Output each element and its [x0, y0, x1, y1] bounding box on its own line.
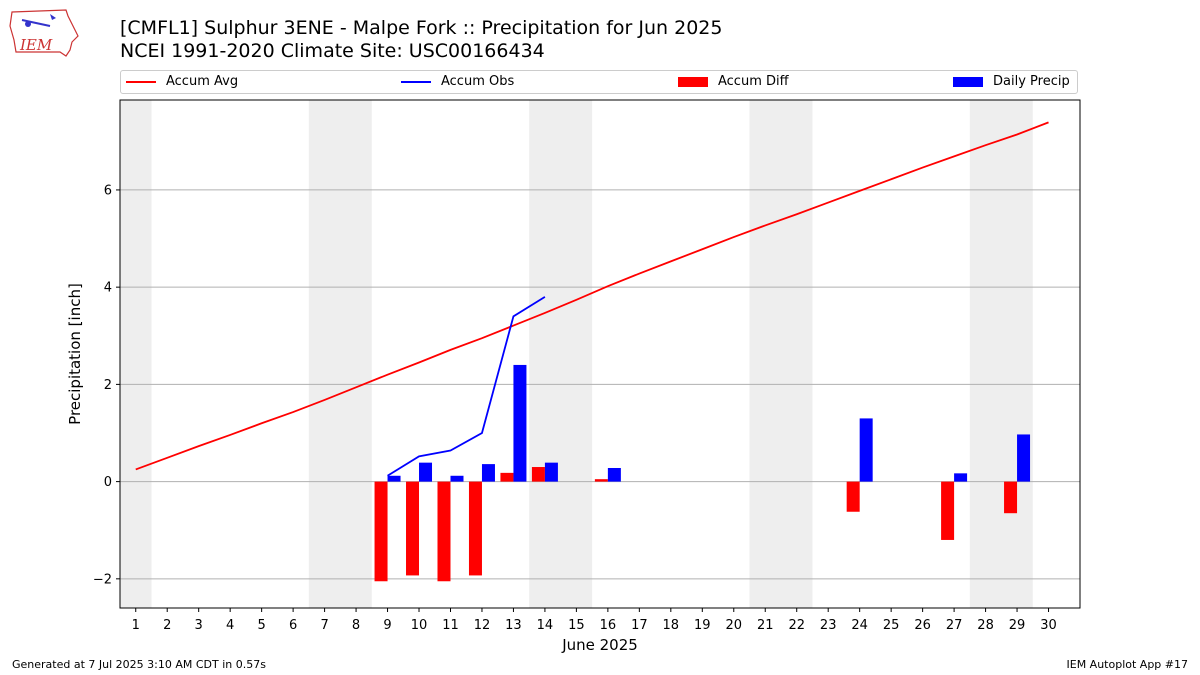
legend-label: Accum Obs — [441, 74, 515, 89]
y-tick-label: −2 — [93, 572, 112, 587]
x-tick-label: 24 — [851, 618, 868, 633]
x-tick-label: 4 — [226, 618, 234, 633]
y-tick-label: 6 — [104, 183, 112, 198]
plot-frame — [119, 99, 1081, 609]
weekend-shade — [969, 100, 1033, 608]
y-tick-label: 2 — [104, 378, 112, 393]
x-tick-label: 15 — [568, 618, 585, 633]
x-tick-label: 5 — [257, 618, 265, 633]
x-tick-label: 6 — [289, 618, 297, 633]
x-tick-label: 13 — [505, 618, 522, 633]
plot-layer — [120, 100, 1080, 608]
x-tick-label: 7 — [320, 618, 328, 633]
x-tick-label: 30 — [1040, 618, 1057, 633]
accum-diff-bar — [374, 481, 388, 582]
chart-subtitle: NCEI 1991-2020 Climate Site: USC00166434 — [120, 40, 545, 62]
legend-label: Accum Diff — [718, 74, 789, 89]
legend-item-daily-precip: Daily Precip — [953, 74, 1070, 89]
legend-swatch — [953, 76, 983, 87]
x-tick-label: 2 — [163, 618, 171, 633]
x-tick-label: 21 — [757, 618, 774, 633]
x-tick-label: 1 — [132, 618, 140, 633]
x-tick-label: 8 — [352, 618, 360, 633]
logo-text: IEM — [19, 36, 53, 54]
x-tick-label: 12 — [474, 618, 491, 633]
x-tick-label: 27 — [946, 618, 963, 633]
daily-precip-bar — [954, 473, 968, 482]
weekend-shade — [749, 100, 813, 608]
weekend-shade — [308, 100, 372, 608]
x-axis-label: June 2025 — [561, 636, 638, 654]
legend-swatch — [678, 76, 708, 87]
x-tick-label: 19 — [694, 618, 711, 633]
accum-diff-bar — [500, 472, 514, 482]
daily-precip-bar — [859, 418, 873, 482]
x-tick-label: 23 — [820, 618, 837, 633]
x-tick-label: 29 — [1009, 618, 1026, 633]
daily-precip-bar — [481, 464, 495, 482]
y-tick-label: 4 — [104, 281, 112, 296]
chart-title: [CMFL1] Sulphur 3ENE - Malpe Fork :: Pre… — [120, 17, 723, 39]
accum-avg-line — [135, 121, 1049, 471]
accum-diff-bar — [941, 481, 955, 540]
y-tick-label: 0 — [104, 475, 112, 490]
generated-timestamp: Generated at 7 Jul 2025 3:10 AM CDT in 0… — [12, 658, 266, 671]
daily-precip-bar — [1017, 434, 1031, 482]
x-tick-label: 25 — [883, 618, 900, 633]
accum-diff-bar — [468, 481, 482, 576]
x-tick-label: 11 — [442, 618, 459, 633]
daily-precip-bar — [513, 364, 527, 482]
legend-item-accum-avg: Accum Avg — [126, 74, 238, 89]
accum-diff-bar — [437, 481, 451, 582]
x-tick-label: 26 — [914, 618, 931, 633]
daily-precip-bar — [387, 475, 401, 482]
legend-label: Daily Precip — [993, 74, 1070, 89]
x-tick-label: 16 — [600, 618, 617, 633]
legend-swatch — [126, 80, 156, 83]
accum-diff-bar — [406, 481, 420, 576]
legend-item-accum-obs: Accum Obs — [401, 74, 514, 89]
x-tick-label: 10 — [411, 618, 428, 633]
daily-precip-bar — [450, 475, 464, 482]
accum-obs-line — [387, 296, 546, 477]
legend-swatch — [401, 80, 431, 83]
legend-item-accum-diff: Accum Diff — [678, 74, 789, 89]
accum-diff-bar — [594, 479, 608, 482]
x-tick-label: 14 — [537, 618, 554, 633]
accum-diff-bar — [846, 481, 860, 512]
x-tick-label: 28 — [977, 618, 994, 633]
daily-precip-bar — [544, 462, 558, 482]
daily-precip-bar — [607, 467, 621, 482]
weekend-shade — [529, 100, 593, 608]
iem-logo-icon: IEM — [9, 9, 79, 57]
rain-drop-icon — [50, 14, 56, 20]
weekend-shade — [120, 100, 152, 608]
y-axis-label: Precipitation [inch] — [66, 283, 84, 425]
legend-label: Accum Avg — [166, 74, 239, 89]
x-tick-label: 17 — [631, 618, 648, 633]
wind-vane-icon — [21, 19, 51, 27]
app-id: IEM Autoplot App #17 — [1066, 658, 1189, 671]
x-tick-label: 18 — [663, 618, 680, 633]
x-tick-label: 3 — [195, 618, 203, 633]
x-tick-label: 22 — [788, 618, 805, 633]
sensor-dot-icon — [25, 21, 31, 27]
x-tick-label: 20 — [725, 618, 742, 633]
chart-legend: Accum Avg Accum Obs Accum Diff Daily Pre… — [120, 70, 1078, 94]
x-tick-label: 9 — [383, 618, 391, 633]
accum-diff-bar — [1004, 481, 1018, 514]
daily-precip-bar — [419, 462, 433, 482]
accum-diff-bar — [531, 467, 545, 482]
